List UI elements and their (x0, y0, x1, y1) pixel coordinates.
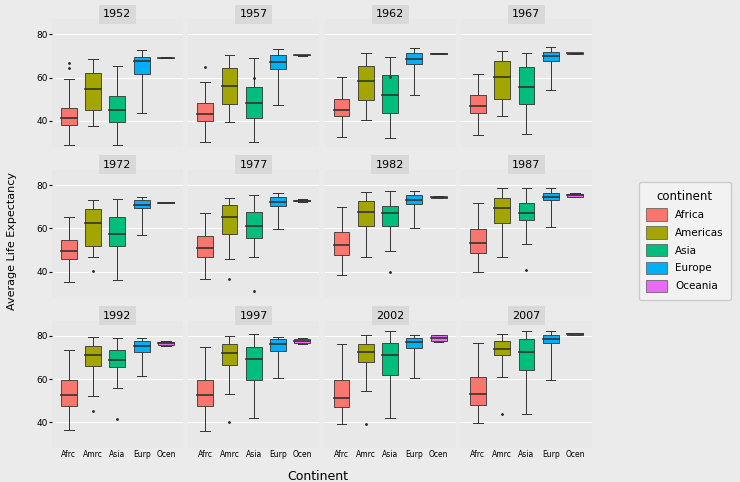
Bar (61, 107, 77, 125)
Title: 1977: 1977 (240, 160, 268, 170)
Title: 1997: 1997 (240, 310, 268, 321)
Bar (494, 198, 510, 224)
Title: 1952: 1952 (104, 9, 132, 19)
Bar (470, 377, 485, 405)
Bar (295, 339, 310, 343)
Bar (431, 197, 446, 198)
Bar (431, 335, 446, 341)
Bar (198, 380, 213, 405)
Bar (358, 344, 374, 362)
Legend: Africa, Americas, Asia, Europe, Oceania: Africa, Americas, Asia, Europe, Oceania (639, 182, 731, 300)
Text: Average Life Expectancy: Average Life Expectancy (7, 172, 18, 310)
Bar (334, 380, 349, 407)
Bar (567, 334, 583, 335)
Bar (543, 52, 559, 61)
Title: 1962: 1962 (376, 9, 404, 19)
Bar (295, 200, 310, 201)
Bar (470, 95, 485, 113)
Bar (494, 61, 510, 99)
Bar (382, 206, 398, 227)
Bar (567, 194, 583, 197)
Title: 2002: 2002 (376, 310, 404, 321)
Bar (110, 96, 125, 122)
Text: Continent: Continent (288, 469, 349, 482)
Title: 1987: 1987 (512, 160, 541, 170)
Bar (519, 339, 534, 370)
Title: 1957: 1957 (240, 9, 268, 19)
Title: 1972: 1972 (103, 160, 132, 170)
Bar (246, 213, 262, 238)
Bar (110, 349, 125, 367)
Bar (519, 67, 534, 104)
Bar (61, 241, 77, 259)
Bar (358, 66, 374, 100)
Bar (406, 53, 423, 64)
Bar (406, 338, 423, 348)
Bar (134, 341, 149, 352)
Bar (519, 203, 534, 220)
Title: 1992: 1992 (103, 310, 132, 321)
Bar (221, 205, 238, 234)
Bar (158, 342, 174, 345)
Title: 1967: 1967 (512, 9, 540, 19)
Bar (270, 197, 286, 206)
Bar (494, 341, 510, 355)
Bar (358, 201, 374, 227)
Bar (61, 380, 77, 406)
Bar (134, 57, 149, 74)
Bar (334, 99, 349, 117)
Bar (246, 347, 262, 380)
Bar (270, 55, 286, 69)
Bar (134, 200, 149, 208)
Bar (470, 229, 485, 253)
Bar (543, 193, 559, 200)
Bar (406, 195, 423, 204)
Bar (85, 73, 101, 110)
Bar (221, 345, 238, 365)
Bar (110, 216, 125, 246)
Bar (246, 86, 262, 118)
Title: 2007: 2007 (512, 310, 540, 321)
Bar (85, 209, 101, 246)
Bar (85, 346, 101, 366)
Bar (567, 53, 583, 54)
Bar (543, 335, 559, 343)
Bar (198, 103, 213, 121)
Bar (198, 236, 213, 257)
Bar (270, 339, 286, 351)
Bar (382, 343, 398, 375)
Title: 1982: 1982 (376, 160, 404, 170)
Bar (382, 75, 398, 113)
Bar (221, 68, 238, 104)
Bar (334, 231, 349, 255)
